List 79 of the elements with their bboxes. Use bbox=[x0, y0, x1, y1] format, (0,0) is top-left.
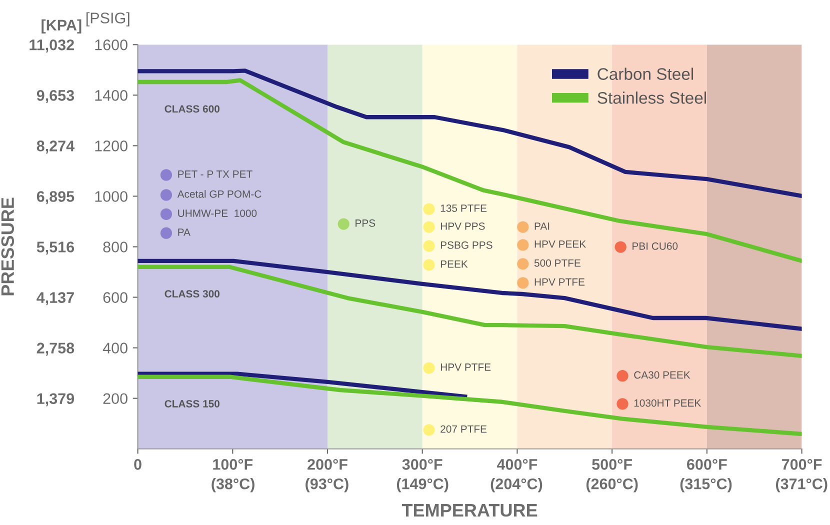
annotation: CLASS 300 bbox=[164, 290, 220, 298]
y2-tick-label: 8,274 bbox=[36, 140, 75, 154]
annotation: PAI bbox=[534, 222, 550, 230]
point bbox=[517, 221, 529, 233]
x2-tick-label: (371°C) bbox=[776, 478, 828, 492]
point bbox=[616, 370, 628, 382]
y-axis-title: [PSIG] bbox=[86, 12, 130, 26]
point bbox=[423, 362, 435, 374]
point bbox=[517, 258, 529, 270]
legend-label: Carbon Steel bbox=[598, 68, 694, 80]
line-series bbox=[138, 258, 802, 331]
point bbox=[423, 424, 435, 436]
y2-tick-label: 6,895 bbox=[36, 191, 74, 204]
annotation: PET - P TX PET bbox=[178, 170, 252, 178]
x-tick-label: 400°F bbox=[496, 459, 538, 470]
text: [KPA] bbox=[42, 19, 82, 34]
x-tick-label: 700°F bbox=[782, 459, 822, 470]
y-tick-label: 1600 bbox=[95, 39, 128, 50]
annotation: Acetal GP POM-C bbox=[177, 190, 262, 198]
point bbox=[338, 218, 350, 230]
y-tick-label: 1400 bbox=[95, 90, 128, 101]
x-tick-label: 300°F bbox=[402, 459, 442, 470]
annotation: HPV PPS bbox=[440, 222, 485, 230]
y-tick-label: 600 bbox=[103, 292, 128, 303]
annotation: PEEK bbox=[440, 260, 468, 268]
annotation: PBI CU60 bbox=[632, 242, 678, 250]
annotation: CLASS 600 bbox=[164, 105, 220, 113]
x2-tick-label: (260°C) bbox=[586, 478, 638, 492]
y2-tick-label: 9,653 bbox=[36, 90, 74, 104]
x-tick-label: 0 bbox=[134, 459, 142, 470]
y2-axis-title: PRESSURE bbox=[1, 198, 14, 296]
point bbox=[423, 221, 435, 233]
y2-tick-label: 4,137 bbox=[36, 292, 74, 306]
annotation: PSBG PPS bbox=[440, 241, 492, 249]
point bbox=[423, 203, 435, 215]
annotation: 500 PTFE bbox=[534, 259, 580, 267]
annotation: CLASS 150 bbox=[164, 400, 220, 408]
x-axis-title: TEMPERATURE bbox=[402, 504, 538, 517]
line-series bbox=[138, 68, 802, 198]
x2-tick-label: (315°C) bbox=[680, 478, 732, 492]
point bbox=[423, 259, 435, 271]
x2-tick-label: (149°C) bbox=[396, 478, 448, 492]
y2-tick-label: 5,516 bbox=[36, 242, 74, 255]
annotation: 135 PTFE bbox=[440, 204, 487, 212]
line-series bbox=[138, 372, 468, 399]
annotation: 1030HT PEEK bbox=[634, 399, 702, 407]
x2-tick-label: (204°C) bbox=[490, 478, 542, 492]
point bbox=[160, 189, 172, 201]
y2-tick-label: 11,032 bbox=[30, 39, 74, 53]
y-tick-label: 1000 bbox=[95, 191, 128, 202]
annotation: UHMW-PE 1000 bbox=[178, 210, 257, 217]
point bbox=[160, 208, 172, 220]
annotation: HPV PEEK bbox=[534, 240, 586, 248]
point bbox=[517, 277, 529, 289]
x-tick-label: 600°F bbox=[687, 459, 727, 470]
point bbox=[616, 398, 628, 410]
annotation: PPS bbox=[356, 219, 376, 227]
y2-tick-label: 2,758 bbox=[36, 342, 74, 356]
point bbox=[517, 239, 529, 251]
annotation: HPV PTFE bbox=[440, 364, 491, 371]
point bbox=[160, 169, 172, 181]
y-tick-label: 1200 bbox=[95, 140, 128, 152]
y-tick-label: 200 bbox=[103, 393, 128, 404]
x2-tick-label: (93°C) bbox=[306, 478, 348, 492]
annotation: CA30 PEEK bbox=[634, 371, 690, 379]
annotation: 207 PTFE bbox=[440, 425, 487, 433]
annotation: HPV PTFE bbox=[534, 278, 584, 286]
x2-tick-label: (38°C) bbox=[212, 478, 254, 492]
x-tick-label: 500°F bbox=[592, 459, 632, 470]
annotation: PA bbox=[178, 228, 190, 236]
legend-label: Stainless Steel bbox=[598, 92, 706, 104]
y2-tick-label: 1,379 bbox=[37, 393, 74, 406]
x-tick-label: 100°F bbox=[213, 459, 253, 470]
point bbox=[614, 241, 626, 253]
x-tick-label: 200°F bbox=[308, 459, 348, 470]
y-tick-label: 800 bbox=[103, 242, 128, 252]
y-tick-label: 400 bbox=[102, 342, 128, 354]
point bbox=[160, 227, 172, 239]
point bbox=[423, 240, 435, 252]
